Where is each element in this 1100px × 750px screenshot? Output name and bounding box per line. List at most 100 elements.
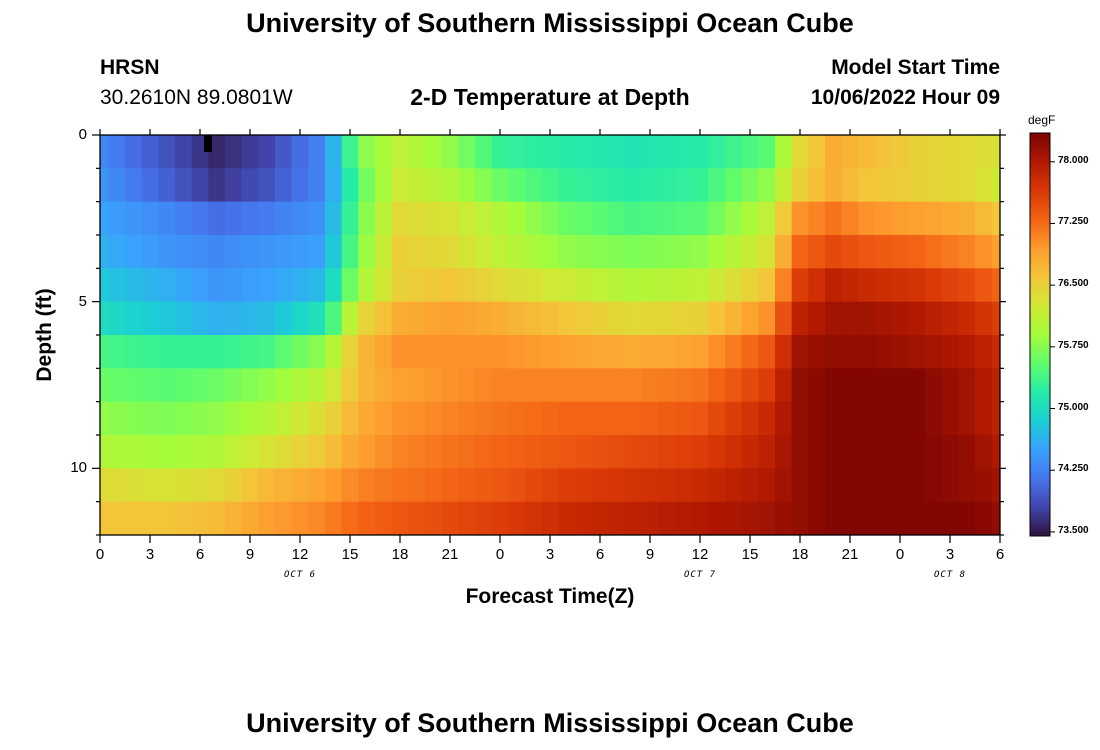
heatmap-cell — [858, 401, 876, 436]
heatmap-cell — [258, 135, 276, 169]
heatmap-cell — [441, 235, 459, 269]
heatmap-cell — [775, 235, 793, 269]
heatmap-cell — [441, 435, 459, 469]
colorbar-tick-label: 75.750 — [1058, 339, 1089, 351]
heatmap-cell — [691, 201, 709, 236]
heatmap-cell — [308, 368, 326, 403]
heatmap-cell — [375, 368, 393, 403]
heatmap-cell — [975, 135, 993, 169]
heatmap-cell — [208, 368, 226, 403]
heatmap-cell — [141, 235, 159, 269]
heatmap-cell — [425, 335, 443, 369]
heatmap-cell — [325, 501, 343, 535]
heatmap-cell — [100, 501, 109, 535]
heatmap-cell — [741, 335, 759, 369]
heatmap-cell — [691, 268, 709, 303]
heatmap-cell — [225, 201, 243, 236]
heatmap-cell — [391, 335, 409, 369]
heatmap-cell — [608, 168, 626, 203]
heatmap-cell — [591, 301, 609, 336]
colorbar-unit: degF — [1028, 113, 1056, 127]
heatmap-cell — [858, 135, 876, 169]
heatmap-cell — [258, 435, 276, 469]
heatmap-cell — [841, 301, 859, 336]
heatmap-cell — [625, 435, 643, 469]
heatmap-cell — [625, 201, 643, 236]
x-tick-label: 6 — [995, 546, 1005, 563]
heatmap-cell — [100, 435, 109, 469]
heatmap-cell — [908, 335, 926, 369]
x-tick-label: 15 — [341, 546, 359, 563]
heatmap-cell — [358, 368, 376, 403]
heatmap-cell — [875, 468, 893, 503]
heatmap-cell — [375, 301, 393, 336]
heatmap-cell — [458, 168, 476, 203]
heatmap-cell — [475, 168, 493, 203]
heatmap-cell — [175, 368, 193, 403]
heatmap-cell — [691, 135, 709, 169]
heatmap-cell — [208, 268, 226, 303]
heatmap-cell — [108, 335, 126, 369]
heatmap-cell — [375, 135, 393, 169]
heatmap-cell — [975, 168, 993, 203]
y-tick-label: 0 — [78, 126, 87, 143]
heatmap-cell — [925, 501, 943, 535]
heatmap-cell — [675, 268, 693, 303]
heatmap-cell — [341, 235, 359, 269]
heatmap-cell — [925, 201, 943, 236]
heatmap-cell — [458, 135, 476, 169]
heatmap-cell — [375, 168, 393, 203]
heatmap-cell — [158, 401, 176, 436]
heatmap-cell — [591, 168, 609, 203]
heatmap-cell — [625, 301, 643, 336]
heatmap-cell — [725, 268, 743, 303]
heatmap-cell — [425, 135, 443, 169]
heatmap-cell — [541, 335, 559, 369]
heatmap-cell — [241, 235, 259, 269]
heatmap-cell — [408, 135, 426, 169]
heatmap-cell — [425, 435, 443, 469]
heatmap-cell — [708, 301, 726, 336]
heatmap-cell — [608, 335, 626, 369]
heatmap-cell — [391, 135, 409, 169]
heatmap-cell — [241, 335, 259, 369]
heatmap-cell — [791, 301, 809, 336]
heatmap-cell — [808, 201, 826, 236]
heatmap-cell — [225, 268, 243, 303]
heatmap-cell — [125, 268, 143, 303]
colorbar-gradient — [1029, 132, 1051, 537]
heatmap-cell — [908, 401, 926, 436]
colorbar-tick-label: 76.500 — [1058, 278, 1089, 290]
heatmap-cell — [475, 401, 493, 436]
heatmap-cell — [958, 135, 976, 169]
heatmap-cell — [925, 435, 943, 469]
heatmap-cell — [658, 201, 676, 236]
heatmap-cell — [108, 235, 126, 269]
heatmap-cell — [475, 501, 493, 535]
heatmap-cell — [875, 501, 893, 535]
heatmap-cell — [525, 401, 543, 436]
heatmap-cell — [341, 301, 359, 336]
heatmap-cell — [658, 468, 676, 503]
heatmap-cell — [858, 235, 876, 269]
heatmap-cell — [575, 268, 593, 303]
heatmap-cell — [391, 268, 409, 303]
heatmap-cell — [508, 435, 526, 469]
heatmap-cell — [575, 168, 593, 203]
heatmap-cell — [858, 168, 876, 203]
heatmap-cell — [491, 135, 509, 169]
heatmap-cell — [958, 435, 976, 469]
heatmap-cell — [825, 401, 843, 436]
heatmap-cell — [325, 335, 343, 369]
date-label: OCT 7 — [683, 570, 717, 580]
heatmap-cell — [208, 401, 226, 436]
heatmap-cell — [958, 235, 976, 269]
heatmap-cell — [758, 435, 776, 469]
heatmap-cell — [975, 268, 993, 303]
heatmap-cell — [741, 401, 759, 436]
heatmap-cell — [791, 501, 809, 535]
heatmap-cell — [991, 135, 1000, 169]
heatmap-cell — [491, 468, 509, 503]
heatmap-cell — [358, 401, 376, 436]
model-start-label: Model Start Time — [831, 56, 1000, 79]
